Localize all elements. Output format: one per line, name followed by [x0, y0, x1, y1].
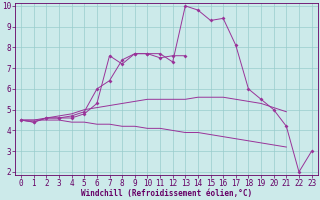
- X-axis label: Windchill (Refroidissement éolien,°C): Windchill (Refroidissement éolien,°C): [81, 189, 252, 198]
